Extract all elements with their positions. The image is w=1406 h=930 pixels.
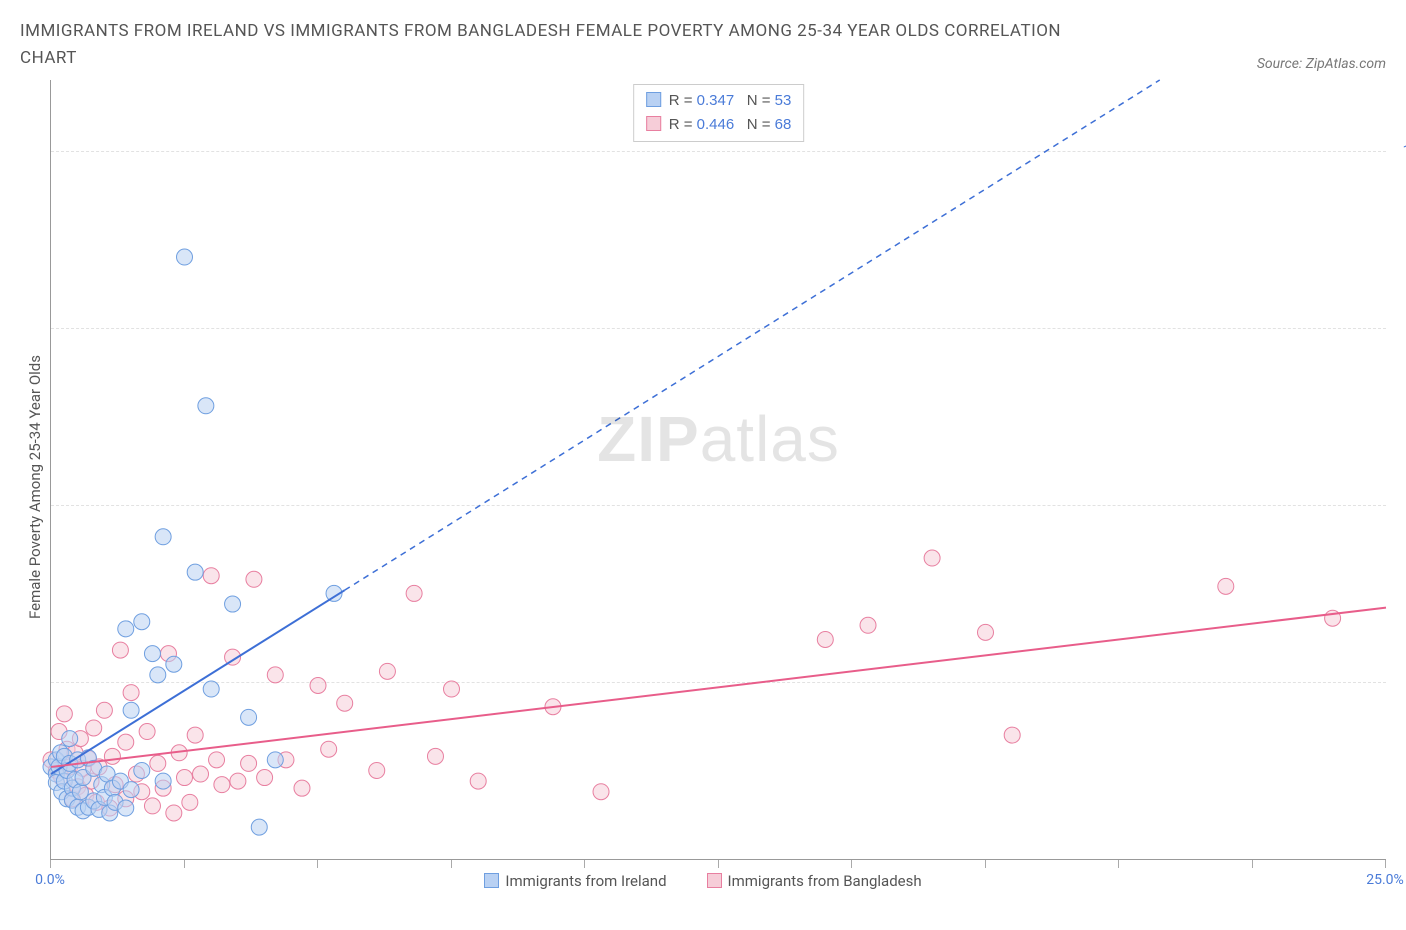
y-tick-labels: 25.0%50.0%75.0%100.0% xyxy=(1393,80,1406,859)
data-point xyxy=(214,777,230,793)
y-tick-label: 100.0% xyxy=(1403,143,1406,159)
data-point xyxy=(182,795,198,811)
data-point xyxy=(134,763,150,779)
correlation-legend: R = 0.347 N = 53R = 0.446 N = 68 xyxy=(633,84,805,142)
data-point xyxy=(187,727,203,743)
data-point xyxy=(406,586,422,602)
data-point xyxy=(593,784,609,800)
data-point xyxy=(241,710,257,726)
data-point xyxy=(56,706,72,722)
source-attribution: Source: ZipAtlas.com xyxy=(1257,56,1386,72)
data-point xyxy=(251,820,267,836)
data-point xyxy=(1004,727,1020,743)
data-point xyxy=(924,550,940,566)
data-point xyxy=(62,731,78,747)
trend-line-extrapolated xyxy=(345,80,1160,590)
data-point xyxy=(96,703,112,719)
data-point xyxy=(112,642,128,658)
data-point xyxy=(209,752,225,768)
chart-container: Female Poverty Among 25-34 Year Olds R =… xyxy=(20,80,1386,894)
data-point xyxy=(150,667,166,683)
legend-swatch xyxy=(646,116,661,131)
data-point xyxy=(369,763,385,779)
data-point xyxy=(427,749,443,765)
data-point xyxy=(337,696,353,712)
x-tick-label: 0.0% xyxy=(35,872,65,888)
data-point xyxy=(310,678,326,694)
data-point xyxy=(123,685,139,701)
data-point xyxy=(193,766,209,782)
trend-line xyxy=(51,608,1386,767)
data-point xyxy=(144,798,160,814)
data-point xyxy=(225,596,241,612)
data-point xyxy=(123,703,139,719)
data-point xyxy=(817,632,833,648)
data-point xyxy=(72,784,88,800)
x-ticks xyxy=(50,860,1386,870)
data-point xyxy=(187,565,203,581)
data-point xyxy=(155,529,171,545)
data-point xyxy=(203,681,219,697)
data-point xyxy=(118,735,134,751)
data-point xyxy=(123,782,139,798)
data-point xyxy=(241,756,257,772)
y-axis-label: Female Poverty Among 25-34 Year Olds xyxy=(20,355,50,619)
data-point xyxy=(203,568,219,584)
data-point xyxy=(86,720,102,736)
data-point xyxy=(246,572,262,588)
data-point xyxy=(257,770,273,786)
data-point xyxy=(978,625,994,641)
x-tick-labels: 0.0%25.0% xyxy=(50,870,1386,894)
x-tick-label: 25.0% xyxy=(1366,872,1404,888)
data-point xyxy=(860,618,876,634)
data-point xyxy=(379,664,395,680)
data-point xyxy=(321,742,337,758)
data-point xyxy=(198,398,214,414)
legend-row: R = 0.347 N = 53 xyxy=(646,89,792,113)
trend-line xyxy=(51,591,345,775)
data-point xyxy=(144,646,160,662)
data-point xyxy=(139,724,155,740)
data-point xyxy=(470,773,486,789)
data-point xyxy=(166,657,182,673)
data-point xyxy=(104,749,120,765)
data-point xyxy=(444,681,460,697)
scatter-svg xyxy=(51,80,1386,859)
data-point xyxy=(118,800,134,816)
data-point xyxy=(155,773,171,789)
data-point xyxy=(150,756,166,772)
legend-swatch xyxy=(646,92,661,107)
data-point xyxy=(118,621,134,637)
legend-row: R = 0.446 N = 68 xyxy=(646,113,792,137)
data-point xyxy=(166,805,182,821)
data-point xyxy=(267,667,283,683)
chart-title: IMMIGRANTS FROM IRELAND VS IMMIGRANTS FR… xyxy=(20,18,1120,72)
data-point xyxy=(177,249,193,265)
data-point xyxy=(1218,579,1234,595)
data-point xyxy=(177,770,193,786)
plot-area: R = 0.347 N = 53R = 0.446 N = 68 ZIPatla… xyxy=(50,80,1386,860)
data-point xyxy=(294,781,310,797)
data-point xyxy=(230,773,246,789)
data-point xyxy=(134,614,150,630)
data-point xyxy=(267,752,283,768)
